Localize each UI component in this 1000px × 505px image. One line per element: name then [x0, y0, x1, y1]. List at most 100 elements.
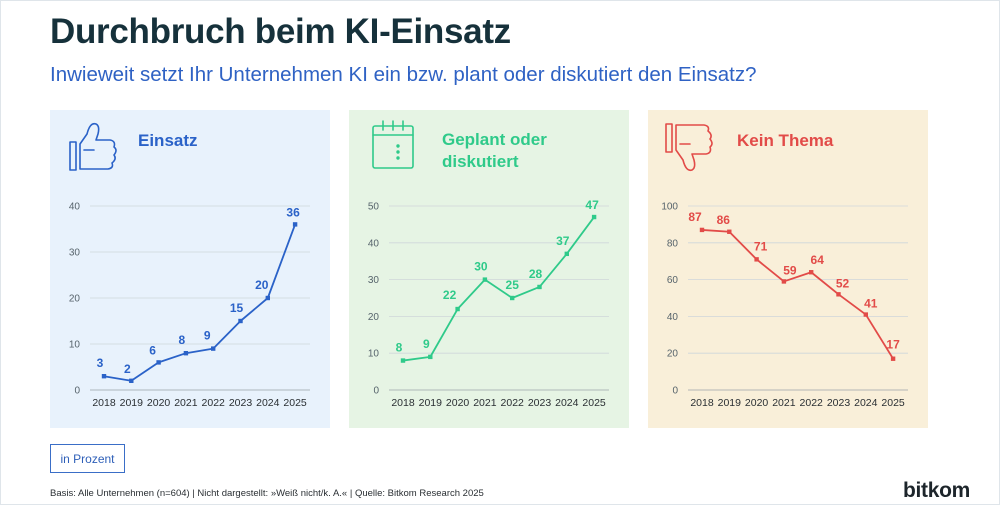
data-point [265, 295, 270, 301]
data-label: 41 [864, 297, 878, 311]
x-tick-label: 2019 [419, 397, 443, 409]
data-point [781, 279, 787, 284]
panel-title-text: Kein Thema [737, 131, 834, 150]
panel-background [50, 110, 330, 428]
y-tick-label: 20 [667, 349, 679, 360]
page-title: Durchbruch beim KI-Einsatz [50, 12, 511, 51]
data-point [183, 351, 189, 356]
data-label: 87 [688, 210, 702, 224]
data-label: 2 [124, 362, 131, 376]
data-point [890, 356, 896, 361]
x-tick-label: 2021 [174, 397, 198, 409]
data-label: 52 [836, 276, 850, 290]
calendar-icon [372, 120, 414, 169]
panel-title-line-1: Geplant oder [442, 130, 547, 149]
x-tick-label: 2022 [501, 397, 525, 409]
data-label: 30 [474, 260, 488, 274]
y-tick-label: 50 [368, 202, 380, 213]
data-label: 22 [443, 288, 457, 302]
data-point [129, 378, 134, 383]
x-tick-label: 2018 [690, 397, 714, 409]
panel-title-einsatz: Einsatz [138, 130, 198, 152]
panel-title-geplant: Geplant oder diskutiert [442, 129, 547, 173]
y-tick-label: 40 [69, 202, 81, 213]
x-tick-label: 2022 [800, 397, 824, 409]
series-line [402, 216, 595, 362]
data-label: 37 [556, 234, 570, 248]
data-point [482, 277, 488, 282]
x-tick-label: 2025 [283, 397, 307, 409]
data-point [863, 312, 868, 317]
panel-title-line-2: diskutiert [442, 152, 519, 171]
panel-background [349, 110, 629, 428]
data-label: 9 [423, 337, 430, 351]
page-subtitle: Inwieweit setzt Ihr Unternehmen KI ein b… [50, 63, 757, 86]
chart-panel-geplant: 0 10 20 30 40 50 2018 2019 2020 2021 2022 2023 2024 2… [349, 110, 629, 428]
x-tick-label: 2021 [473, 397, 497, 409]
x-tick-label: 2024 [854, 397, 878, 409]
data-point [156, 360, 161, 365]
source-footnote: Basis: Alle Unternehmen (n=604) | Nicht … [50, 488, 484, 499]
unit-legend-label: in Prozent [60, 451, 115, 466]
data-label: 71 [754, 239, 768, 253]
data-label: 25 [506, 278, 520, 292]
y-tick-label: 0 [672, 386, 678, 397]
data-label: 28 [529, 267, 543, 281]
x-tick-label: 2023 [229, 397, 253, 409]
y-tick-label: 80 [667, 238, 679, 249]
x-tick-label: 2021 [772, 397, 796, 409]
x-tick-label: 2020 [745, 397, 769, 409]
y-tick-label: 60 [667, 275, 679, 286]
data-label: 3 [97, 356, 104, 370]
data-label: 8 [396, 341, 403, 355]
data-point [727, 229, 732, 234]
data-point [455, 306, 460, 312]
data-point [510, 295, 515, 301]
data-point [537, 284, 542, 290]
data-label: 64 [811, 253, 825, 267]
data-label: 9 [204, 329, 211, 343]
x-tick-label: 2018 [391, 397, 415, 409]
thumbs-up-icon [69, 122, 117, 171]
data-label: 6 [149, 343, 156, 357]
y-tick-label: 30 [69, 248, 81, 259]
series-line [103, 224, 296, 382]
data-label: 20 [255, 278, 269, 292]
y-tick-label: 20 [69, 294, 81, 305]
x-tick-label: 2018 [92, 397, 116, 409]
y-tick-label: 100 [661, 202, 678, 213]
x-tick-label: 2023 [827, 397, 851, 409]
data-point [809, 270, 814, 275]
panel-title-kein-thema: Kein Thema [737, 130, 833, 152]
data-label: 17 [886, 338, 900, 352]
chart-panel-einsatz: 0 10 20 30 40 2018 2019 2020 2021 2022 2023 2024 202… [50, 110, 330, 428]
unit-legend-box: in Prozent [50, 444, 125, 473]
y-tick-label: 40 [667, 312, 679, 323]
panel-title-text: Einsatz [138, 131, 198, 150]
series-line [701, 229, 894, 360]
chart-kein-thema: 0 20 40 60 80 100 2018 2019 2020 2021 2022 2023 2024… [648, 110, 928, 428]
data-point [238, 318, 243, 324]
x-tick-label: 2022 [202, 397, 226, 409]
data-point [699, 227, 705, 233]
data-label: 86 [717, 213, 731, 227]
data-point [292, 222, 298, 227]
data-point [400, 358, 406, 363]
x-tick-label: 2025 [582, 397, 606, 409]
data-label: 47 [585, 198, 599, 212]
y-tick-label: 20 [368, 312, 380, 323]
thumbs-down-icon [665, 123, 713, 172]
chart-panel-kein-thema: 0 20 40 60 80 100 2018 2019 2020 2021 2022 2023 2024… [648, 110, 928, 428]
x-tick-label: 2025 [881, 397, 905, 409]
x-tick-label: 2020 [446, 397, 470, 409]
data-label: 59 [783, 263, 797, 277]
x-tick-label: 2020 [147, 397, 171, 409]
data-point [564, 251, 569, 257]
data-label: 8 [179, 333, 186, 347]
y-tick-label: 10 [69, 340, 81, 351]
x-tick-label: 2024 [555, 397, 579, 409]
x-tick-label: 2019 [120, 397, 144, 409]
x-tick-label: 2019 [718, 397, 742, 409]
